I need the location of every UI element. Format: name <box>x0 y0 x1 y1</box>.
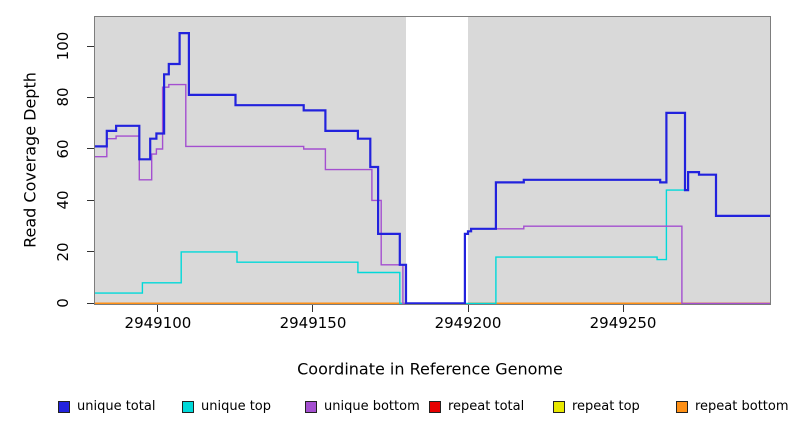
x-tick-mark <box>157 305 159 312</box>
x-axis-title: Coordinate in Reference Genome <box>297 359 563 379</box>
x-tick-mark <box>312 305 314 312</box>
x-tick-mark <box>467 305 469 312</box>
x-tick-label: 2949250 <box>589 314 657 332</box>
y-tick-mark <box>87 302 94 304</box>
x-tick-label: 2949150 <box>279 314 347 332</box>
no-data-band <box>405 17 469 304</box>
legend: unique total unique top unique bottom re… <box>0 395 792 419</box>
y-tick-mark <box>87 251 94 253</box>
y-axis-title: Read Coverage Depth <box>20 72 40 248</box>
repeat-total-swatch-icon <box>429 401 441 413</box>
y-tick-label: 60 <box>54 139 72 159</box>
unique-top-swatch-icon <box>182 401 194 413</box>
repeat-bottom-swatch-icon <box>676 401 688 413</box>
legend-label: unique bottom <box>324 399 420 414</box>
plot-svg <box>95 17 770 304</box>
x-tick-mark <box>622 305 624 312</box>
legend-label: unique total <box>77 399 156 414</box>
y-tick-label: 80 <box>54 87 72 108</box>
plot-area <box>94 16 771 305</box>
y-tick-label: 100 <box>54 31 72 61</box>
y-tick-mark <box>87 96 94 98</box>
x-tick-label: 2949200 <box>434 314 502 332</box>
legend-label: repeat bottom <box>695 399 789 414</box>
y-tick-mark <box>87 199 94 201</box>
unique-bottom-swatch-icon <box>305 401 317 413</box>
legend-label: repeat total <box>448 399 525 414</box>
y-tick-mark <box>87 45 94 47</box>
repeat-top-swatch-icon <box>553 401 565 413</box>
y-tick-label: 20 <box>54 242 72 262</box>
x-tick-label: 2949100 <box>124 314 192 332</box>
y-tick-mark <box>87 148 94 150</box>
legend-label: repeat top <box>572 399 640 414</box>
y-tick-label: 0 <box>54 298 72 309</box>
series-line-unique-total <box>95 32 770 304</box>
y-tick-label: 40 <box>54 190 72 210</box>
unique-total-swatch-icon <box>58 401 70 413</box>
legend-label: unique top <box>201 399 272 414</box>
